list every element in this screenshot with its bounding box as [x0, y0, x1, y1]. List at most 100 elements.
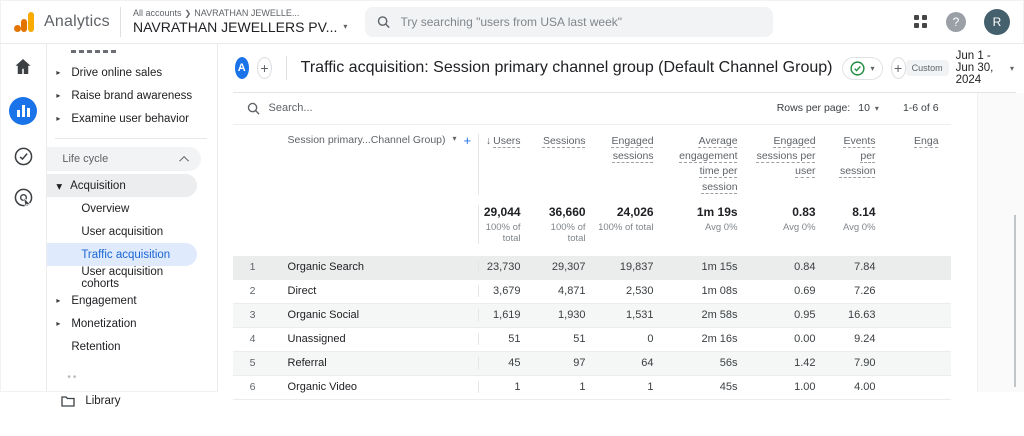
- search-icon: [247, 102, 260, 115]
- table-totals-row: 29,044 100% of total 36,660 100% of tota…: [233, 195, 951, 256]
- add-dimension-icon[interactable]: +: [463, 133, 472, 148]
- section-life-cycle[interactable]: Life cycle: [47, 147, 201, 171]
- table-row[interactable]: 5 Referral 45 97 64 56s 1.42 7.90: [232, 351, 951, 376]
- sidebar-item-label: Drive online sales: [71, 66, 163, 79]
- table-search-input[interactable]: [268, 102, 469, 114]
- chevron-down-icon: ▾: [874, 103, 879, 113]
- breadcrumb-account: All accounts: [133, 8, 182, 19]
- column-header-avg-engagement-time[interactable]: Average engagement time per session: [679, 135, 738, 193]
- sidebar-item-user-acquisition-cohorts[interactable]: User acquisition cohorts: [81, 265, 164, 290]
- breadcrumb-entity: NAVRATHAN JEWELLE...: [194, 8, 300, 19]
- column-header-engaged-sessions-per-user[interactable]: Engaged sessions per user: [756, 135, 816, 178]
- expand-right-icon: ▸: [56, 114, 61, 123]
- chevron-down-icon: ▾: [452, 134, 457, 143]
- table-row[interactable]: 2 Direct 3,679 4,871 2,530 1m 08s 0.69 7…: [232, 280, 951, 304]
- sidebar-item-traffic-acquisition[interactable]: Traffic acquisition: [47, 243, 197, 266]
- dimension-header[interactable]: Session primary...Channel Group) ▾ +: [273, 134, 478, 195]
- data-quality-badge[interactable]: ▾: [842, 56, 883, 80]
- section-label: Life cycle: [62, 153, 109, 165]
- sidebar-item-drive-online-sales[interactable]: ▸ Drive online sales: [47, 61, 216, 84]
- reports-sidebar: ▸ Drive online sales ▸ Raise brand aware…: [47, 44, 218, 407]
- table-toolbar: Rows per page: 10 ▾ 1-6 of 6: [232, 92, 951, 125]
- content-divider: [232, 92, 1016, 93]
- product-name: Analytics: [44, 12, 110, 30]
- breadcrumb: All accounts ❯ NAVRATHAN JEWELLE...: [133, 8, 347, 18]
- rows-per-page-select[interactable]: 10 ▾: [858, 102, 879, 114]
- sidebar-item-label: Retention: [71, 340, 121, 353]
- sidebar-item-overview[interactable]: Overview: [81, 202, 130, 215]
- chevron-up-icon: [178, 155, 189, 166]
- expand-right-icon: ▸: [56, 68, 61, 77]
- sidebar-divider: [55, 138, 207, 139]
- column-header-users[interactable]: ↓ Users: [477, 134, 533, 195]
- global-search-input[interactable]: [400, 14, 762, 29]
- chevron-down-icon: ▾: [870, 63, 875, 73]
- sidebar-item-retention[interactable]: Retention: [47, 335, 216, 358]
- collapsed-section-dots: ••: [67, 372, 79, 383]
- home-icon[interactable]: [14, 58, 32, 75]
- comparison-chip[interactable]: A: [234, 57, 249, 79]
- avatar[interactable]: R: [984, 8, 1010, 35]
- total-engaged-sessions: 24,026 100% of total: [598, 204, 654, 233]
- table-row[interactable]: 3 Organic Social 1,619 1,930 1,531 2m 58…: [232, 303, 951, 328]
- sidebar-item-user-acquisition[interactable]: User acquisition: [81, 225, 164, 238]
- pagination-status: 1-6 of 6: [902, 102, 939, 114]
- sidebar-item-label: Acquisition: [70, 179, 126, 192]
- vertical-scrollbar[interactable]: [1014, 215, 1016, 387]
- column-header-engaged-sessions[interactable]: Engaged sessions: [611, 135, 654, 163]
- total-sessions: 36,660 100% of total: [548, 204, 586, 244]
- check-circle-icon: [850, 60, 866, 76]
- header-divider: [286, 56, 287, 80]
- sidebar-item-label: Monetization: [71, 317, 137, 330]
- table-row[interactable]: 4 Unassigned 51 51 0 2m 16s 0.00 9.24: [232, 328, 951, 352]
- top-app-bar: Analytics All accounts ❯ NAVRATHAN JEWEL…: [0, 0, 1024, 44]
- global-search[interactable]: [365, 6, 774, 37]
- rows-per-page-value: 10: [858, 102, 870, 114]
- total-engaged-sessions-per-user: 0.83 Avg 0%: [782, 204, 816, 233]
- clipped-sidebar-item: [71, 50, 118, 53]
- sidebar-item-acquisition[interactable]: ▾ Acquisition: [47, 174, 197, 197]
- chevron-down-icon: ▾: [1010, 63, 1015, 73]
- column-header-sessions[interactable]: Sessions: [542, 135, 586, 147]
- sidebar-item-label: Examine user behavior: [71, 112, 189, 125]
- sidebar-item-engagement[interactable]: ▸ Engagement: [47, 289, 216, 312]
- traffic-acquisition-table: Rows per page: 10 ▾ 1-6 of 6 Session pri…: [232, 92, 951, 400]
- ga4-app: Analytics All accounts ❯ NAVRATHAN JEWEL…: [0, 0, 1024, 407]
- sidebar-item-library[interactable]: Library: [47, 389, 216, 413]
- reports-icon[interactable]: [9, 97, 38, 125]
- property-dropdown-icon: ▾: [343, 22, 348, 32]
- table-row[interactable]: 1 Organic Search 23,730 29,307 19,837 1m…: [232, 255, 951, 280]
- apps-grid-icon[interactable]: [914, 14, 928, 29]
- report-main: A + Traffic acquisition: Session primary…: [217, 44, 1024, 400]
- report-title: Traffic acquisition: Session primary cha…: [300, 59, 833, 76]
- sidebar-item-examine-user-behavior[interactable]: ▸ Examine user behavior: [47, 107, 216, 130]
- date-range-picker[interactable]: Custom Jun 1 - Jun 30, 2024 ▾: [905, 50, 1015, 86]
- analytics-logo[interactable]: Analytics: [14, 11, 118, 32]
- breadcrumb-chevron-icon: ❯: [184, 8, 192, 18]
- sidebar-item-label: Raise brand awareness: [71, 89, 193, 102]
- sort-descending-icon: ↓: [485, 135, 492, 147]
- add-comparison-button[interactable]: +: [256, 57, 272, 79]
- expand-right-icon: ▸: [56, 319, 61, 328]
- add-metric-button[interactable]: +: [890, 57, 906, 79]
- explore-icon[interactable]: [14, 147, 33, 166]
- analytics-bars-icon: [14, 11, 34, 32]
- total-users: 29,044 100% of total: [477, 204, 533, 244]
- property-name: NAVRATHAN JEWELLERS PV...: [133, 18, 338, 35]
- column-header-clipped[interactable]: Enga: [914, 135, 939, 147]
- advertising-icon[interactable]: [14, 188, 33, 207]
- table-row[interactable]: 6 Organic Video 1 1 1 45s 1.00 4.00: [232, 376, 951, 400]
- total-events-per-session: 8.14 Avg 0%: [842, 204, 876, 233]
- property-selector[interactable]: All accounts ❯ NAVRATHAN JEWELLE... NAVR…: [133, 8, 347, 34]
- date-preset-chip: Custom: [905, 60, 949, 76]
- sidebar-item-label: Library: [85, 395, 121, 407]
- sidebar-item-raise-brand-awareness[interactable]: ▸ Raise brand awareness: [47, 84, 216, 107]
- help-icon[interactable]: ?: [946, 11, 966, 32]
- column-header-events-per-session[interactable]: Events per session: [839, 135, 876, 178]
- table-header-row: Session primary...Channel Group) ▾ + ↓ Us…: [233, 125, 951, 195]
- sidebar-item-monetization[interactable]: ▸ Monetization: [47, 312, 216, 335]
- table-search[interactable]: [247, 102, 777, 115]
- left-rail: [0, 44, 48, 392]
- report-header: A + Traffic acquisition: Session primary…: [218, 44, 1024, 92]
- total-avg-engagement-time: 1m 19s Avg 0%: [696, 204, 738, 233]
